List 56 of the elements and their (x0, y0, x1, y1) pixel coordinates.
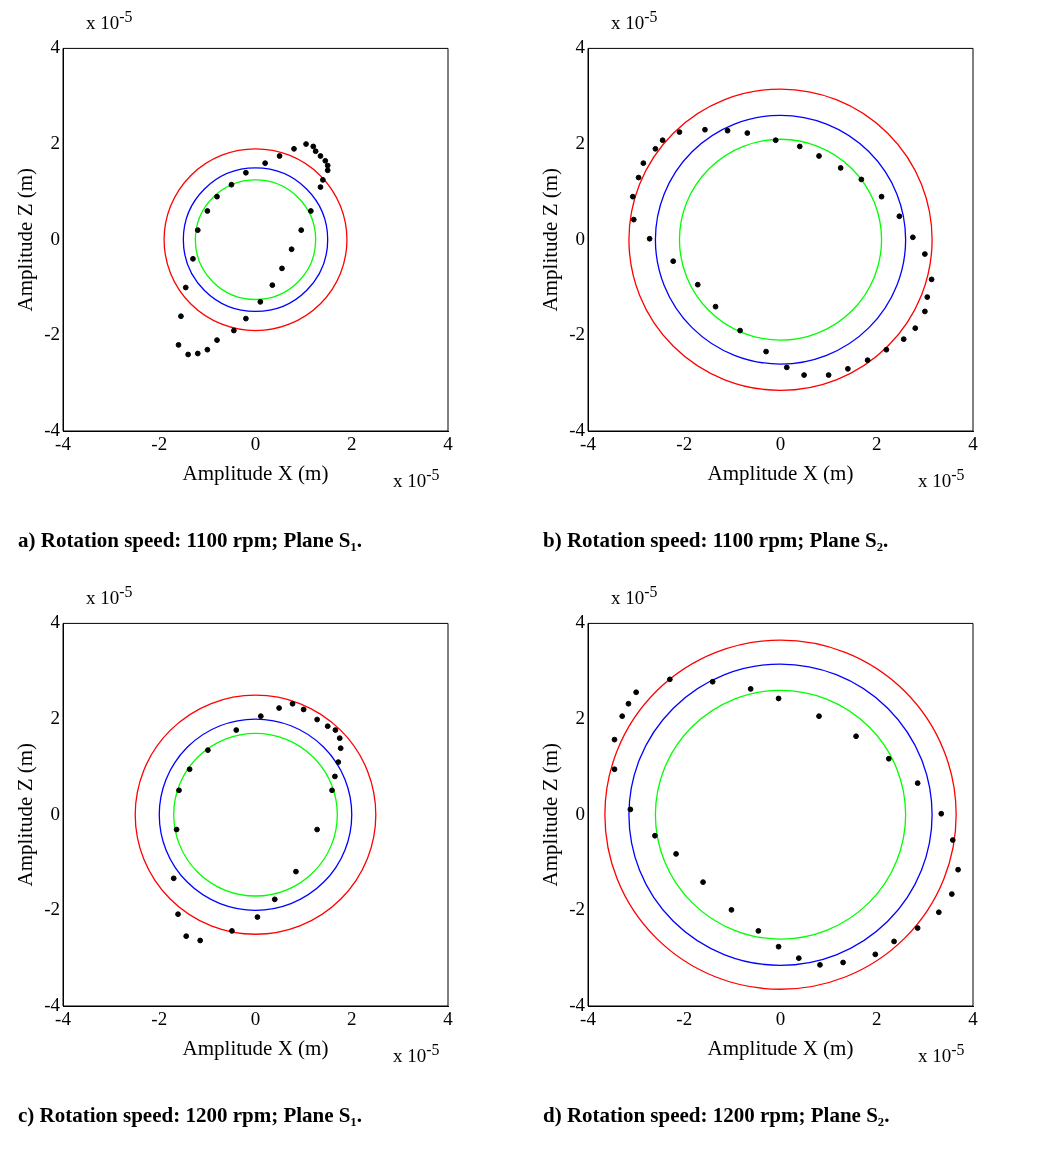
x-tick-label: 0 (775, 433, 786, 455)
text: x 10$^{-5}$ (86, 583, 133, 610)
y-tick-label: -2 (569, 898, 586, 920)
x-tick-label: -2 (676, 433, 693, 455)
y-tick-label: 0 (50, 227, 61, 249)
y-tick-label: -4 (44, 993, 61, 1015)
y-tick-label: 4 (575, 36, 586, 58)
x-tick-label: -2 (151, 1008, 168, 1030)
x-tick-label: 2 (347, 433, 357, 455)
text: c) Rotation speed: 1200 rpm; Plane S₁. (18, 1103, 363, 1128)
y-tick-label: 2 (50, 132, 61, 154)
x-tick-label: 4 (968, 433, 979, 455)
y-tick-label: 2 (575, 132, 586, 154)
y-axis-title: Amplitude Z (m) (538, 167, 563, 312)
text: x 10$^{-5}$ (918, 466, 965, 493)
y-tick-label: -2 (44, 323, 61, 345)
x-tick-label: 0 (250, 433, 261, 455)
text: a) Rotation speed: 1100 rpm; Plane S₁. (18, 528, 363, 553)
y-tick-label: -4 (569, 993, 586, 1015)
x-axis-title: Amplitude X (m) (707, 460, 854, 485)
x-tick-label: 2 (347, 1008, 357, 1030)
y-axis-title: Amplitude Z (m) (13, 167, 38, 312)
y-tick-label: 0 (575, 802, 586, 824)
y-tick-label: 4 (575, 611, 586, 633)
text: d) Rotation speed: 1200 rpm; Plane S₂. (543, 1103, 890, 1128)
text: b) Rotation speed: 1100 rpm; Plane S₂. (543, 528, 889, 553)
text: x 10$^{-5}$ (918, 1041, 965, 1068)
text: x 10$^{-5}$ (393, 1041, 440, 1068)
y-tick-label: 0 (575, 227, 586, 249)
x-tick-label: 2 (872, 433, 882, 455)
y-tick-label: 4 (50, 36, 61, 58)
y-tick-label: 0 (50, 802, 61, 824)
text: x 10$^{-5}$ (86, 8, 133, 35)
x-tick-label: 4 (443, 1008, 454, 1030)
x-tick-label: 0 (250, 1008, 261, 1030)
y-tick-label: -4 (44, 418, 61, 440)
x-tick-label: -2 (676, 1008, 693, 1030)
x-axis-title: Amplitude X (m) (182, 1035, 329, 1060)
y-tick-label: -2 (44, 898, 61, 920)
text: x 10$^{-5}$ (393, 466, 440, 493)
y-tick-label: 2 (50, 707, 61, 729)
x-tick-label: 4 (443, 433, 454, 455)
x-axis-title: Amplitude X (m) (707, 1035, 854, 1060)
x-tick-label: -2 (151, 433, 168, 455)
text: x 10$^{-5}$ (611, 8, 658, 35)
text: x 10$^{-5}$ (611, 583, 658, 610)
y-tick-label: 2 (575, 707, 586, 729)
x-tick-label: 2 (872, 1008, 882, 1030)
y-tick-label: -2 (569, 323, 586, 345)
x-axis-title: Amplitude X (m) (182, 460, 329, 485)
y-tick-label: 4 (50, 611, 61, 633)
y-tick-label: -4 (569, 418, 586, 440)
x-tick-label: 4 (968, 1008, 979, 1030)
y-axis-title: Amplitude Z (m) (13, 742, 38, 887)
y-axis-title: Amplitude Z (m) (538, 742, 563, 887)
x-tick-label: 0 (775, 1008, 786, 1030)
